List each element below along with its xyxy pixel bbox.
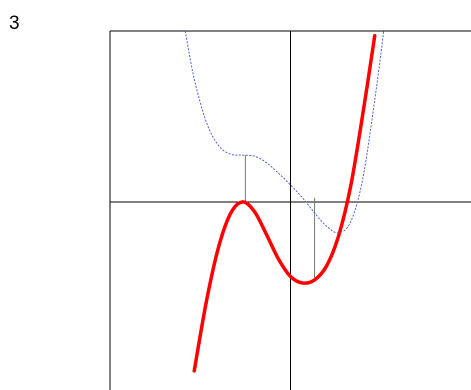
series-group [184,31,385,373]
panel-label: 3 [9,13,20,34]
guide-lines-group [244,155,316,280]
function-curve [192,34,377,373]
derivative-curve [184,31,385,234]
axes-group [109,30,471,390]
